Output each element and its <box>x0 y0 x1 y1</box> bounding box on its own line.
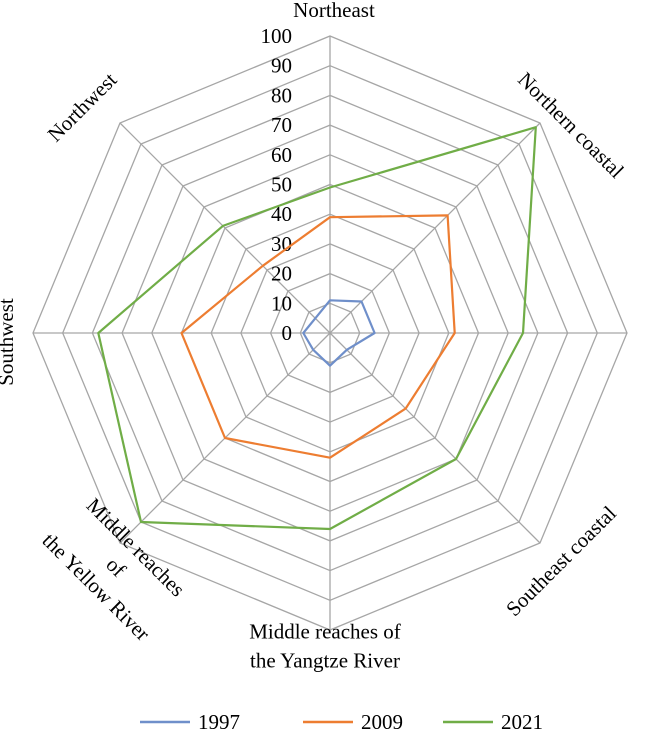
tick-label: 70 <box>271 113 292 137</box>
axis-label: Eastern coastal <box>646 297 650 424</box>
tick-label: 10 <box>271 291 292 315</box>
series-lines <box>97 126 537 531</box>
tick-label: 30 <box>271 232 292 256</box>
series-2009 <box>180 214 456 459</box>
tick-label: 0 <box>282 321 293 345</box>
legend: 1997 2009 2021 <box>140 710 543 734</box>
radial-tick-labels: 0 10 20 30 40 50 60 70 80 90 100 <box>261 24 293 345</box>
legend-label: 2021 <box>501 710 543 734</box>
axis-spoke <box>329 332 541 544</box>
axis-label: Southwest <box>0 298 18 386</box>
axis-labels: Northeast Northern coastal Eastern coastal… <box>0 0 650 673</box>
series-1997 <box>302 299 376 367</box>
radar-grid <box>32 35 628 631</box>
tick-label: 100 <box>261 24 293 48</box>
axis-spoke <box>119 122 331 334</box>
tick-label: 60 <box>271 143 292 167</box>
tick-label: 80 <box>271 83 292 107</box>
axis-label: Northeast <box>293 0 375 22</box>
tick-label: 50 <box>271 173 292 197</box>
tick-label: 40 <box>271 202 292 226</box>
axis-label: Middle reaches of the Yangtze River <box>249 620 401 673</box>
axis-spoke <box>329 122 541 334</box>
axis-label: Southeast coastal <box>501 501 621 621</box>
tick-label: 90 <box>271 54 292 78</box>
axis-label: Northwest <box>43 68 122 147</box>
axis-label: Middle reachesofthe Yellow River <box>38 489 195 646</box>
axis-label: Northern coastal <box>513 67 629 183</box>
legend-label: 1997 <box>198 710 240 734</box>
series-2021 <box>97 126 537 531</box>
legend-label: 2009 <box>361 710 403 734</box>
tick-label: 20 <box>271 262 292 286</box>
